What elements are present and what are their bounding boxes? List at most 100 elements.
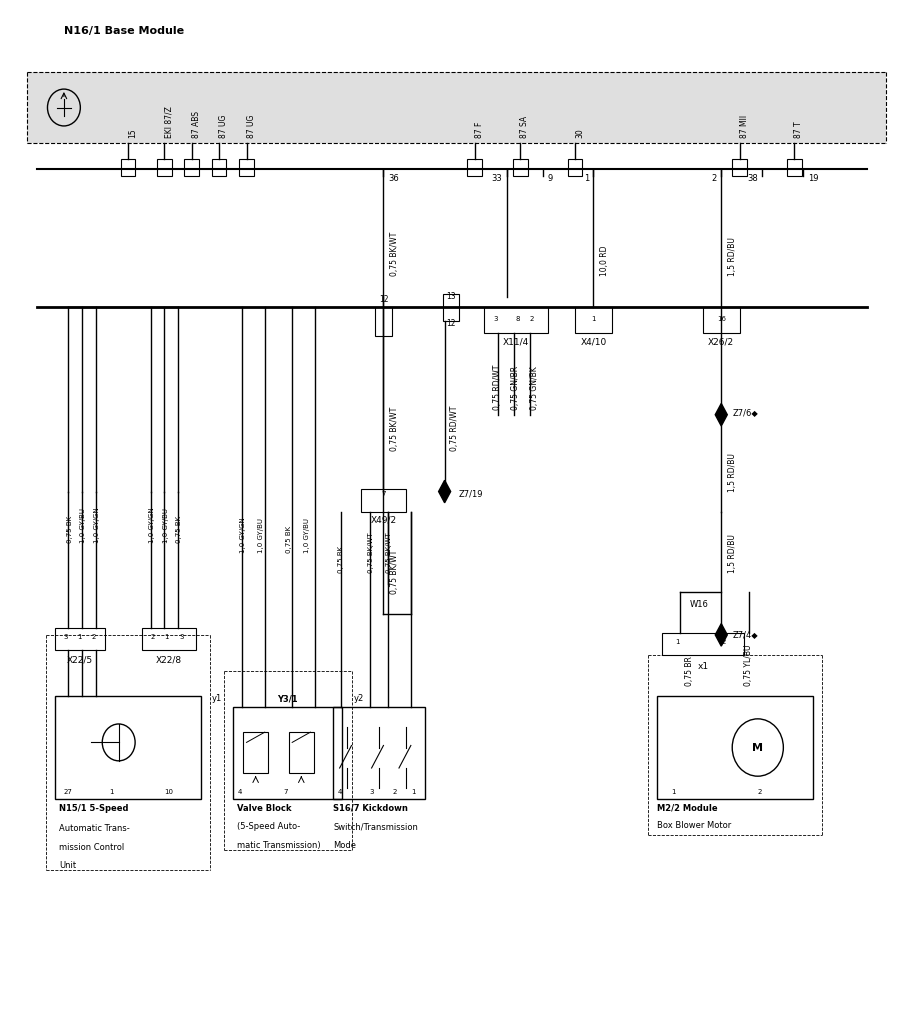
Text: 1,0 GY/GN: 1,0 GY/GN [149,507,155,543]
Text: 0,75 RD/WT: 0,75 RD/WT [450,406,459,451]
Text: 87 UG: 87 UG [219,115,228,138]
Text: 33: 33 [491,174,502,183]
Text: 7: 7 [382,490,385,497]
Text: 1: 1 [671,788,676,795]
Text: 1,0 GY/BU: 1,0 GY/BU [163,508,169,543]
Text: X22/5: X22/5 [67,655,92,665]
Text: 87 UG: 87 UG [247,115,256,138]
Text: 15: 15 [128,129,137,138]
Text: 1: 1 [676,639,680,645]
Text: matic Transmission): matic Transmission) [237,841,321,850]
Text: 0,75 BK/WT: 0,75 BK/WT [390,550,399,594]
Text: 0,75 BK: 0,75 BK [286,526,292,553]
Bar [333,707,425,799]
Text: 27: 27 [64,788,73,795]
Text: 16: 16 [717,315,726,322]
Bar [239,159,254,176]
Bar [657,696,813,799]
Text: S16/7 Kickdown: S16/7 Kickdown [333,804,408,813]
Text: 87 T: 87 T [794,122,803,138]
Polygon shape [438,480,451,503]
Text: Unit: Unit [59,861,77,870]
Text: 1,0 GY/GN: 1,0 GY/GN [240,517,247,553]
Text: 2: 2 [91,634,96,640]
Bar [55,696,201,799]
Text: 0,75 BK: 0,75 BK [338,547,344,573]
Text: 9: 9 [548,174,553,183]
Text: 1,0 GY/GN: 1,0 GY/GN [94,507,100,543]
Bar [27,72,886,143]
Text: 1: 1 [78,634,82,640]
Text: 0,75 BK: 0,75 BK [67,516,73,543]
Text: y1: y1 [211,694,222,703]
Bar [787,159,802,176]
Text: Z7/4◆: Z7/4◆ [732,630,758,639]
Text: 12: 12 [446,318,456,328]
Text: 2: 2 [393,788,397,795]
Text: Switch/Transmission: Switch/Transmission [333,822,418,831]
Text: 3: 3 [370,788,374,795]
Text: 2: 2 [721,639,726,645]
Text: N16/1 Base Module: N16/1 Base Module [64,26,184,36]
Text: 1,5 RD/BU: 1,5 RD/BU [728,453,737,492]
Bar [575,307,612,333]
Text: 30: 30 [575,128,584,138]
Bar [467,159,482,176]
Text: 1,0 GY/BU: 1,0 GY/BU [304,518,310,553]
Bar [443,294,459,321]
Bar [662,633,744,655]
Text: 0,75 GN/BR: 0,75 GN/BR [511,366,520,410]
Text: 87 SA: 87 SA [520,116,530,138]
Text: 1: 1 [411,788,415,795]
Text: 38: 38 [747,174,758,183]
Text: 0,75 RD/WT: 0,75 RD/WT [493,365,502,410]
Text: X4/10: X4/10 [581,338,606,347]
Text: Automatic Trans-: Automatic Trans- [59,824,130,834]
Text: Z7/19: Z7/19 [458,489,483,499]
Text: 4: 4 [237,788,242,795]
Text: 2: 2 [530,315,534,322]
Text: (5-Speed Auto-: (5-Speed Auto- [237,822,300,831]
Text: 2: 2 [151,634,155,640]
Text: N15/1 5-Speed: N15/1 5-Speed [59,804,129,813]
Text: 1,0 GY/BU: 1,0 GY/BU [80,508,87,543]
Text: Box Blower Motor: Box Blower Motor [657,821,731,830]
Text: M2/2 Module: M2/2 Module [657,804,718,813]
Text: 87 ABS: 87 ABS [192,112,201,138]
Text: 7: 7 [283,788,288,795]
Bar [361,489,406,512]
Text: X22/8: X22/8 [156,655,182,665]
Bar [243,732,268,773]
Text: 0,75 BK/WT: 0,75 BK/WT [386,532,393,573]
Text: 3: 3 [493,315,498,322]
Bar [513,159,528,176]
Text: 1: 1 [164,634,169,640]
Text: X26/2: X26/2 [708,338,734,347]
Text: M: M [752,742,763,753]
Text: 13: 13 [446,292,456,301]
Text: EKI 87/Z: EKI 87/Z [164,106,173,138]
Bar [212,159,226,176]
Text: 1,0 GY/BU: 1,0 GY/BU [258,518,265,553]
Text: 1,5 RD/BU: 1,5 RD/BU [728,535,737,573]
Text: 87 F: 87 F [475,122,484,138]
Text: x1: x1 [698,662,708,671]
Bar [157,159,172,176]
Text: 1,5 RD/BU: 1,5 RD/BU [728,238,737,276]
Bar [55,628,105,650]
Bar [375,307,392,336]
Text: 0,75 BK/WT: 0,75 BK/WT [390,407,399,451]
Bar [703,307,740,333]
Text: 36: 36 [388,174,399,183]
Text: 0,75 BR: 0,75 BR [685,656,694,686]
Bar [233,707,342,799]
Text: 10,0 RD: 10,0 RD [600,246,609,276]
Text: 0,75 GN/BK: 0,75 GN/BK [530,366,539,410]
Text: 2: 2 [758,788,762,795]
Text: 10: 10 [164,788,173,795]
Text: 12: 12 [379,295,388,304]
Text: y2: y2 [353,694,364,703]
Text: mission Control: mission Control [59,843,124,852]
Text: 87 MII: 87 MII [740,115,749,138]
Text: W16: W16 [689,600,708,609]
